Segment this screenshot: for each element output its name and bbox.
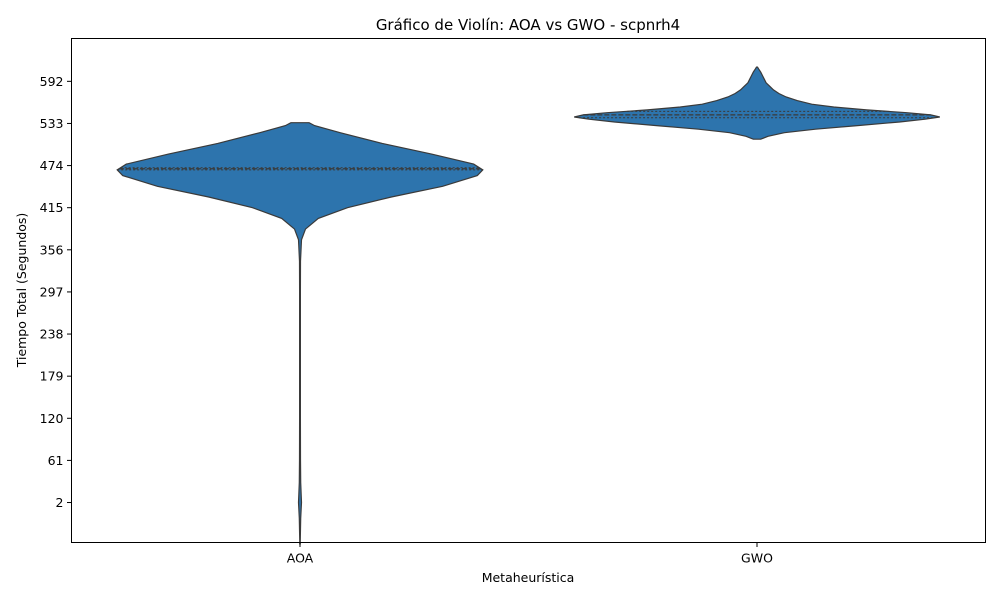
y-axis: 2 61 120 179 238 297 356 415 474 533 592 xyxy=(40,74,72,510)
y-tick-label: 474 xyxy=(40,158,64,173)
violin-aoa xyxy=(116,122,484,545)
y-tick-label: 592 xyxy=(40,74,64,89)
y-tick-label: 533 xyxy=(40,116,64,131)
x-tick-label-gwo: GWO xyxy=(741,551,773,566)
violin-gwo xyxy=(574,66,940,140)
x-tick-label-aoa: AOA xyxy=(287,551,314,566)
y-tick-label: 415 xyxy=(40,200,64,215)
chart-title: Gráfico de Violín: AOA vs GWO - scpnrh4 xyxy=(376,16,680,34)
y-tick-label: 2 xyxy=(56,495,64,510)
plot-area xyxy=(116,66,940,545)
x-axis-label: Metaheurística xyxy=(482,570,575,585)
y-tick-label: 297 xyxy=(40,284,64,299)
x-axis: AOA GWO xyxy=(287,542,773,566)
y-tick-label: 238 xyxy=(40,327,64,342)
y-tick-label: 120 xyxy=(40,411,64,426)
y-tick-label: 61 xyxy=(48,453,64,468)
y-tick-label: 356 xyxy=(40,242,64,257)
plot-frame xyxy=(71,38,986,543)
y-axis-label: Tiempo Total (Segundos) xyxy=(14,213,29,369)
y-tick-label: 179 xyxy=(40,369,64,384)
